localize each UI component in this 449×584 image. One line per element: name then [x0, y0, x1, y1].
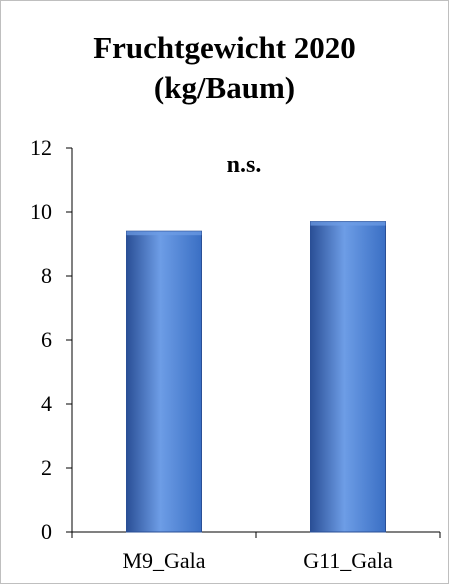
y-tick-label: 12: [30, 135, 52, 160]
y-tick-label: 2: [41, 455, 52, 480]
y-tick-label: 8: [41, 263, 52, 288]
y-tick-label: 10: [30, 199, 52, 224]
bar-M9_Gala: [126, 230, 202, 533]
y-tick-label: 6: [41, 327, 52, 352]
bar-top-bevel: [126, 231, 202, 236]
chart-title-line-1: Fruchtgewicht 2020: [93, 30, 356, 65]
x-category-label: M9_Gala: [122, 548, 205, 573]
bar-G11_Gala: [310, 221, 386, 533]
bar-top-bevel: [310, 221, 386, 226]
x-category-label: G11_Gala: [303, 548, 393, 573]
y-tick-label: 0: [41, 519, 52, 544]
chart-title-line-2: (kg/Baum): [153, 70, 296, 105]
y-tick-label: 4: [41, 391, 52, 416]
significance-annotation: n.s.: [227, 152, 262, 178]
